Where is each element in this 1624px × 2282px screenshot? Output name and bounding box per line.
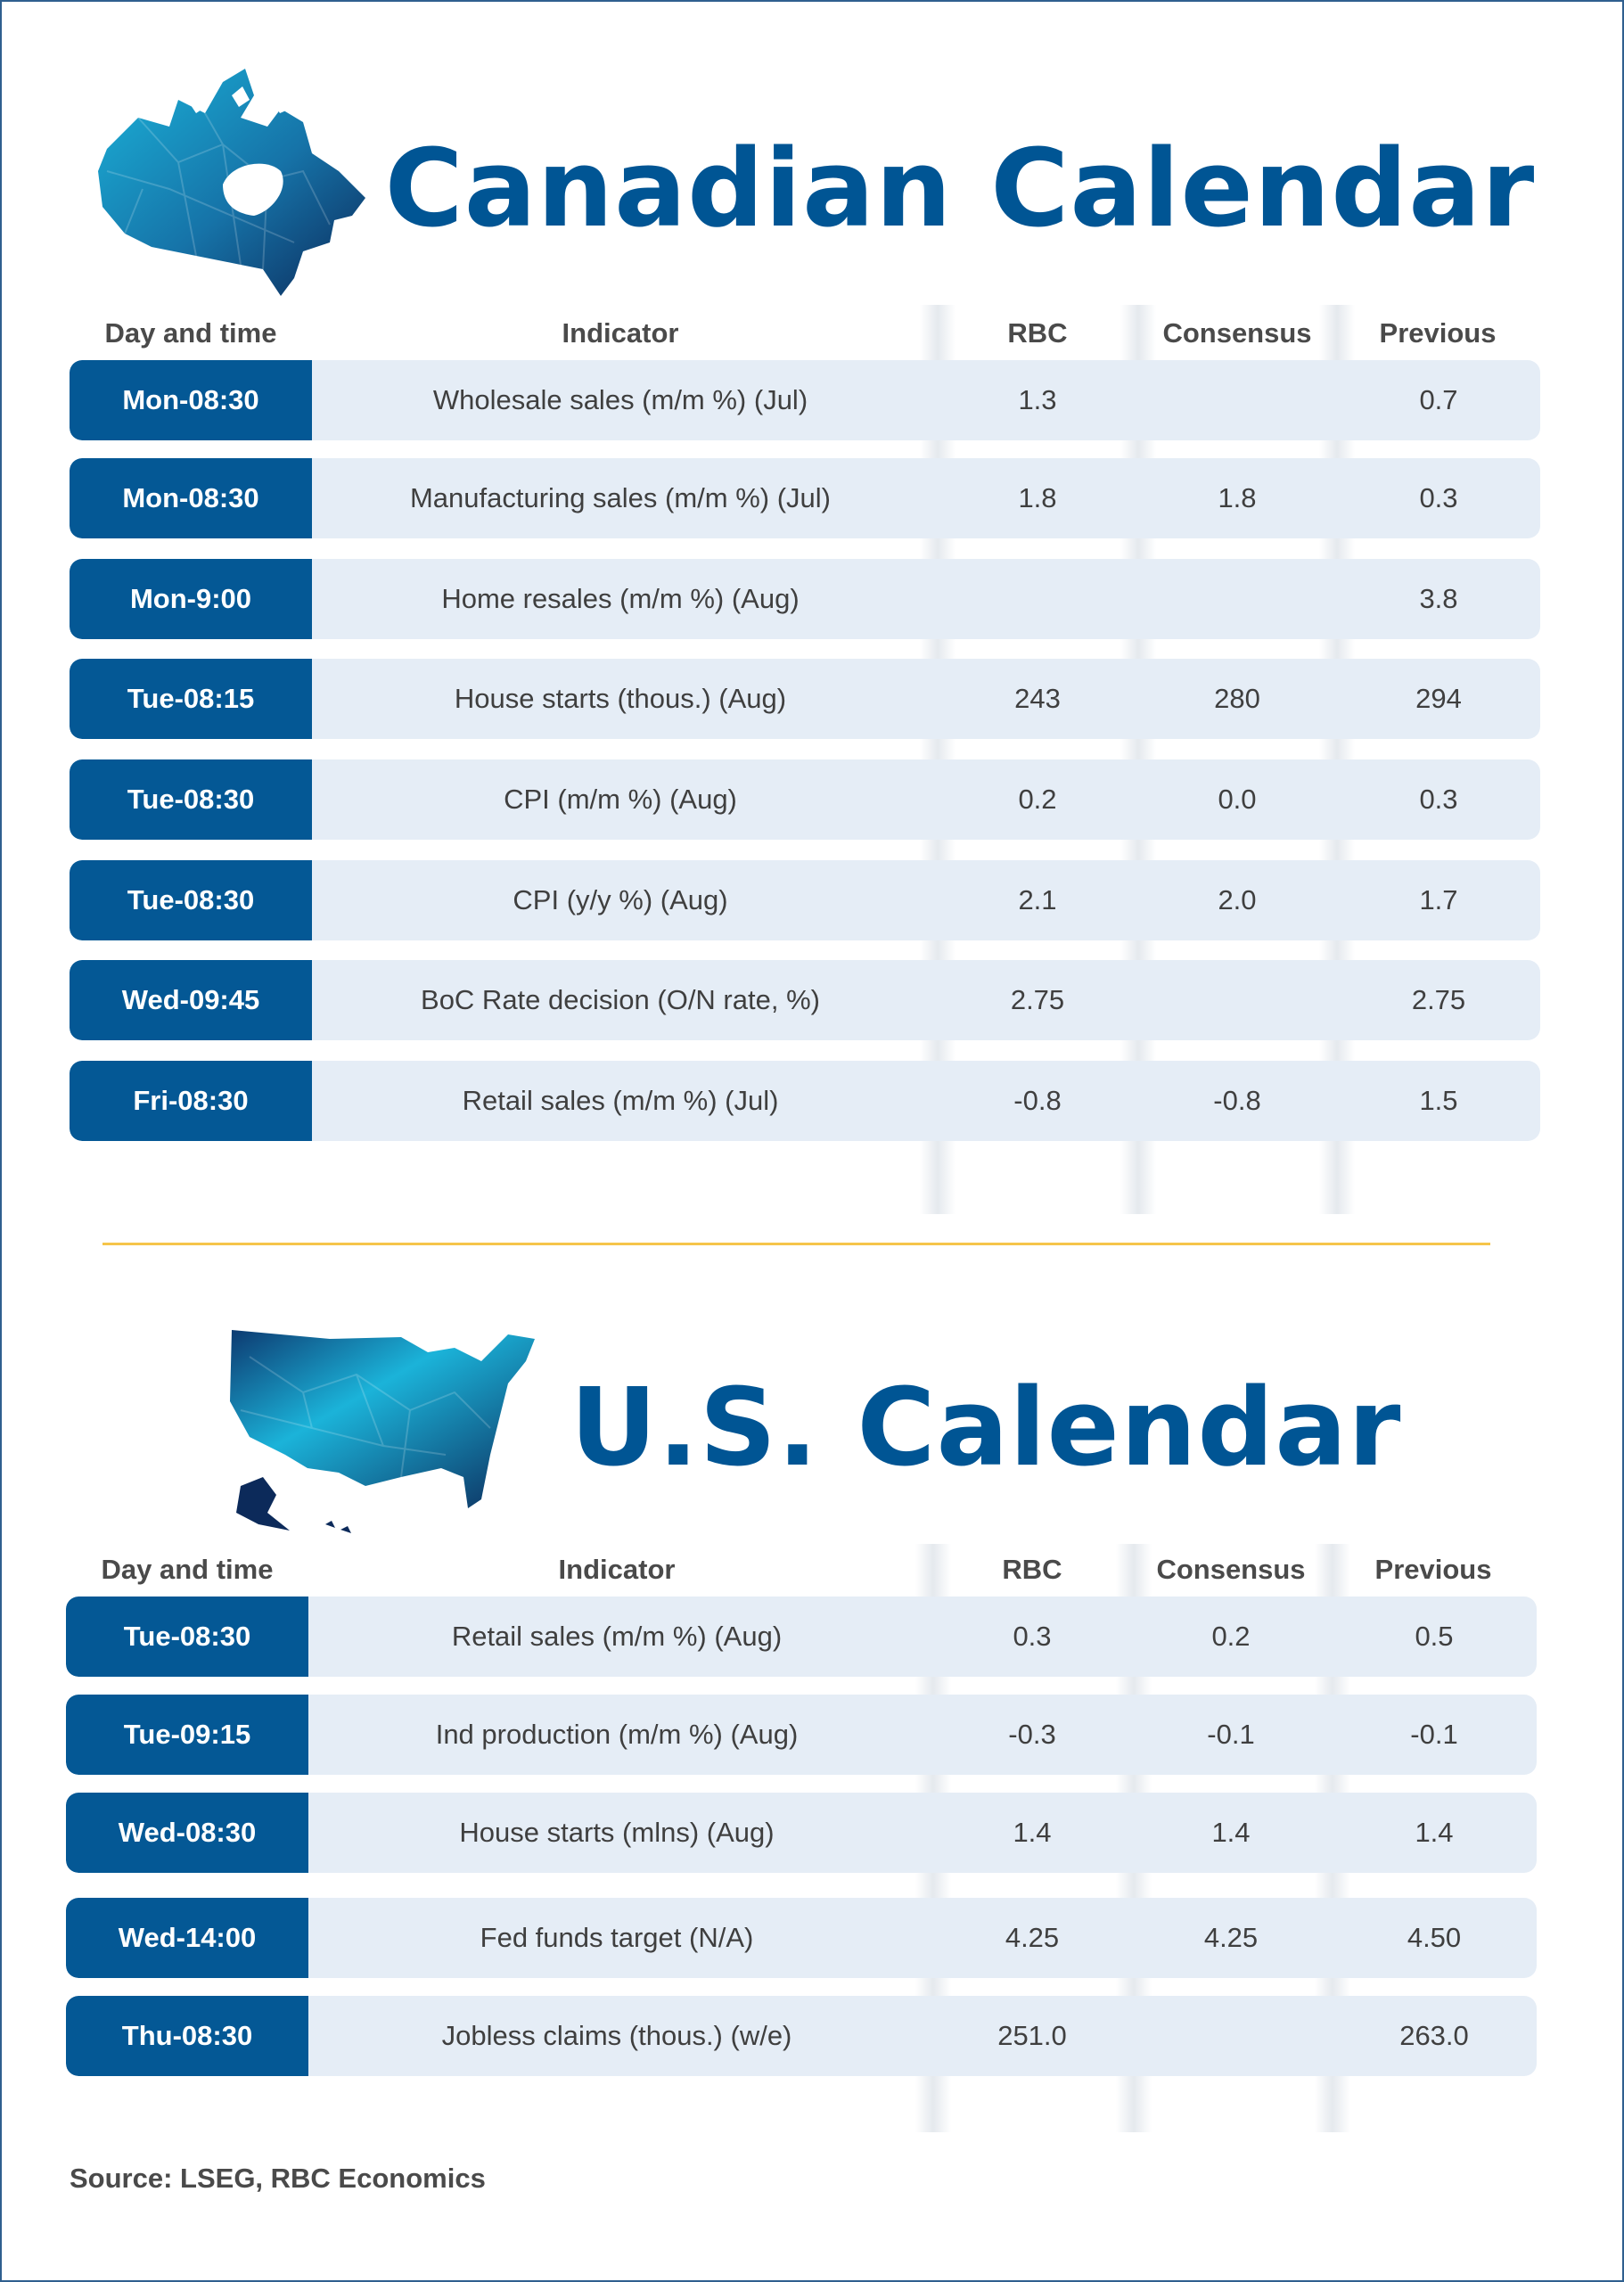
us-title-row: U.S. Calendar <box>2 1317 1622 1539</box>
table-row: Mon-08:30 Wholesale sales (m/m %) (Jul) 1.… <box>70 360 1540 440</box>
day-time-cell: Mon-08:30 <box>70 360 312 440</box>
previous-cell: 0.7 <box>1419 384 1458 415</box>
day-time-cell: Tue-08:15 <box>70 659 312 739</box>
table-row: Wed-14:00 Fed funds target (N/A) 4.25 4.25 4… <box>66 1898 1537 1978</box>
previous-cell: 2.75 <box>1411 984 1466 1015</box>
rbc-cell: -0.3 <box>1008 1719 1056 1750</box>
canada-map-icon <box>97 69 365 296</box>
previous-cell: 1.7 <box>1419 884 1458 915</box>
section-divider <box>103 1243 1490 1245</box>
consensus-cell: 1.4 <box>1211 1817 1251 1848</box>
indicator-cell: House starts (thous.) (Aug) <box>454 683 787 714</box>
indicator-cell: Home resales (m/m %) (Aug) <box>441 583 800 614</box>
rbc-cell: 243 <box>1014 683 1061 714</box>
day-time-cell: Wed-14:00 <box>66 1898 308 1978</box>
indicator-cell: Ind production (m/m %) (Aug) <box>435 1719 799 1750</box>
previous-cell: 1.5 <box>1419 1085 1458 1116</box>
consensus-cell: 2.0 <box>1218 884 1257 915</box>
table-row: Tue-08:30 Retail sales (m/m %) (Aug) 0.3 0.… <box>66 1597 1537 1677</box>
rbc-cell <box>938 559 1137 639</box>
rbc-cell: 1.4 <box>1013 1817 1052 1848</box>
day-time-cell: Mon-9:00 <box>70 559 312 639</box>
day-time-cell: Tue-09:15 <box>66 1695 308 1775</box>
consensus-cell: -0.8 <box>1213 1085 1261 1116</box>
column-indicator: Indicator <box>562 317 679 349</box>
indicator-cell: Fed funds target (N/A) <box>480 1922 754 1953</box>
indicator-cell: Jobless claims (thous.) (w/e) <box>441 2020 792 2051</box>
indicator-cell: BoC Rate decision (O/N rate, %) <box>421 984 820 1015</box>
day-time-cell: Tue-08:30 <box>70 860 312 940</box>
previous-cell: 294 <box>1415 683 1462 714</box>
consensus-cell <box>1137 960 1337 1040</box>
previous-cell: 0.3 <box>1419 784 1458 815</box>
rbc-cell: 0.3 <box>1013 1621 1052 1652</box>
canadian-column-headers: Day and time Indicator RBC Consensus Pre… <box>2 310 1622 364</box>
previous-cell: 3.8 <box>1419 583 1458 614</box>
rbc-cell: 1.3 <box>1018 384 1057 415</box>
consensus-cell: -0.1 <box>1207 1719 1255 1750</box>
column-day-and-time: Day and time <box>104 317 277 349</box>
consensus-cell: 0.0 <box>1218 784 1257 815</box>
table-row: Wed-08:30 House starts (mlns) (Aug) 1.4 1.4… <box>66 1793 1537 1873</box>
indicator-cell: CPI (m/m %) (Aug) <box>504 784 737 815</box>
previous-cell: 0.3 <box>1419 482 1458 513</box>
consensus-cell <box>1137 360 1337 440</box>
consensus-cell: 4.25 <box>1203 1922 1259 1953</box>
previous-cell: 263.0 <box>1399 2020 1469 2051</box>
indicator-cell: Retail sales (m/m %) (Jul) <box>462 1085 779 1116</box>
previous-cell: 4.50 <box>1407 1922 1462 1953</box>
column-previous: Previous <box>1374 1554 1492 1585</box>
consensus-cell: 1.8 <box>1218 482 1257 513</box>
table-row: Fri-08:30 Retail sales (m/m %) (Jul) -0.8 -… <box>70 1061 1540 1141</box>
day-time-cell: Mon-08:30 <box>70 458 312 538</box>
day-time-cell: Tue-08:30 <box>66 1597 308 1677</box>
previous-cell: -0.1 <box>1410 1719 1458 1750</box>
us-calendar-title: U.S. Calendar <box>570 1366 1402 1490</box>
rbc-cell: 0.2 <box>1018 784 1057 815</box>
indicator-cell: Retail sales (m/m %) (Aug) <box>451 1621 783 1652</box>
table-row: Tue-08:30 CPI (y/y %) (Aug) 2.1 2.0 1.7 <box>70 860 1540 940</box>
indicator-cell: Wholesale sales (m/m %) (Jul) <box>432 384 808 415</box>
column-indicator: Indicator <box>558 1554 676 1585</box>
source-note: Source: LSEG, RBC Economics <box>70 2163 486 2194</box>
consensus-cell: 0.2 <box>1211 1621 1251 1652</box>
column-previous: Previous <box>1379 317 1497 349</box>
column-consensus: Consensus <box>1162 317 1312 349</box>
rbc-cell: 2.1 <box>1018 884 1057 915</box>
table-row: Thu-08:30 Jobless claims (thous.) (w/e) 25… <box>66 1996 1537 2076</box>
rbc-cell: 2.75 <box>1010 984 1065 1015</box>
column-day-and-time: Day and time <box>101 1554 274 1585</box>
table-row: Tue-09:15 Ind production (m/m %) (Aug) -0.… <box>66 1695 1537 1775</box>
day-time-cell: Fri-08:30 <box>70 1061 312 1141</box>
consensus-cell <box>1130 1996 1332 2076</box>
rbc-cell: 251.0 <box>997 2020 1067 2051</box>
column-rbc: RBC <box>1007 317 1068 349</box>
previous-cell: 1.4 <box>1415 1817 1454 1848</box>
day-time-cell: Wed-09:45 <box>70 960 312 1040</box>
rbc-cell: -0.8 <box>1013 1085 1062 1116</box>
indicator-cell: Manufacturing sales (m/m %) (Jul) <box>409 482 831 513</box>
table-row: Tue-08:30 CPI (m/m %) (Aug) 0.2 0.0 0.3 <box>70 759 1540 840</box>
indicator-cell: CPI (y/y %) (Aug) <box>513 884 728 915</box>
day-time-cell: Wed-08:30 <box>66 1793 308 1873</box>
rbc-cell: 4.25 <box>1005 1922 1060 1953</box>
us-column-headers: Day and time Indicator RBC Consensus Pre… <box>2 1547 1622 1600</box>
indicator-cell: House starts (mlns) (Aug) <box>459 1817 775 1848</box>
day-time-cell: Thu-08:30 <box>66 1996 308 2076</box>
consensus-cell: 280 <box>1214 683 1260 714</box>
column-consensus: Consensus <box>1156 1554 1306 1585</box>
table-row: Mon-9:00 Home resales (m/m %) (Aug) 3.8 <box>70 559 1540 639</box>
consensus-cell <box>1137 559 1337 639</box>
canadian-title-row: Canadian Calendar <box>2 64 1622 314</box>
day-time-cell: Tue-08:30 <box>70 759 312 840</box>
usa-map-icon <box>229 1330 535 1533</box>
column-rbc: RBC <box>1002 1554 1062 1585</box>
rbc-cell: 1.8 <box>1018 482 1057 513</box>
previous-cell: 0.5 <box>1415 1621 1454 1652</box>
table-row: Wed-09:45 BoC Rate decision (O/N rate, %)… <box>70 960 1540 1040</box>
canadian-calendar-title: Canadian Calendar <box>384 127 1536 251</box>
table-row: Mon-08:30 Manufacturing sales (m/m %) (Ju… <box>70 458 1540 538</box>
table-row: Tue-08:15 House starts (thous.) (Aug) 243 2… <box>70 659 1540 739</box>
